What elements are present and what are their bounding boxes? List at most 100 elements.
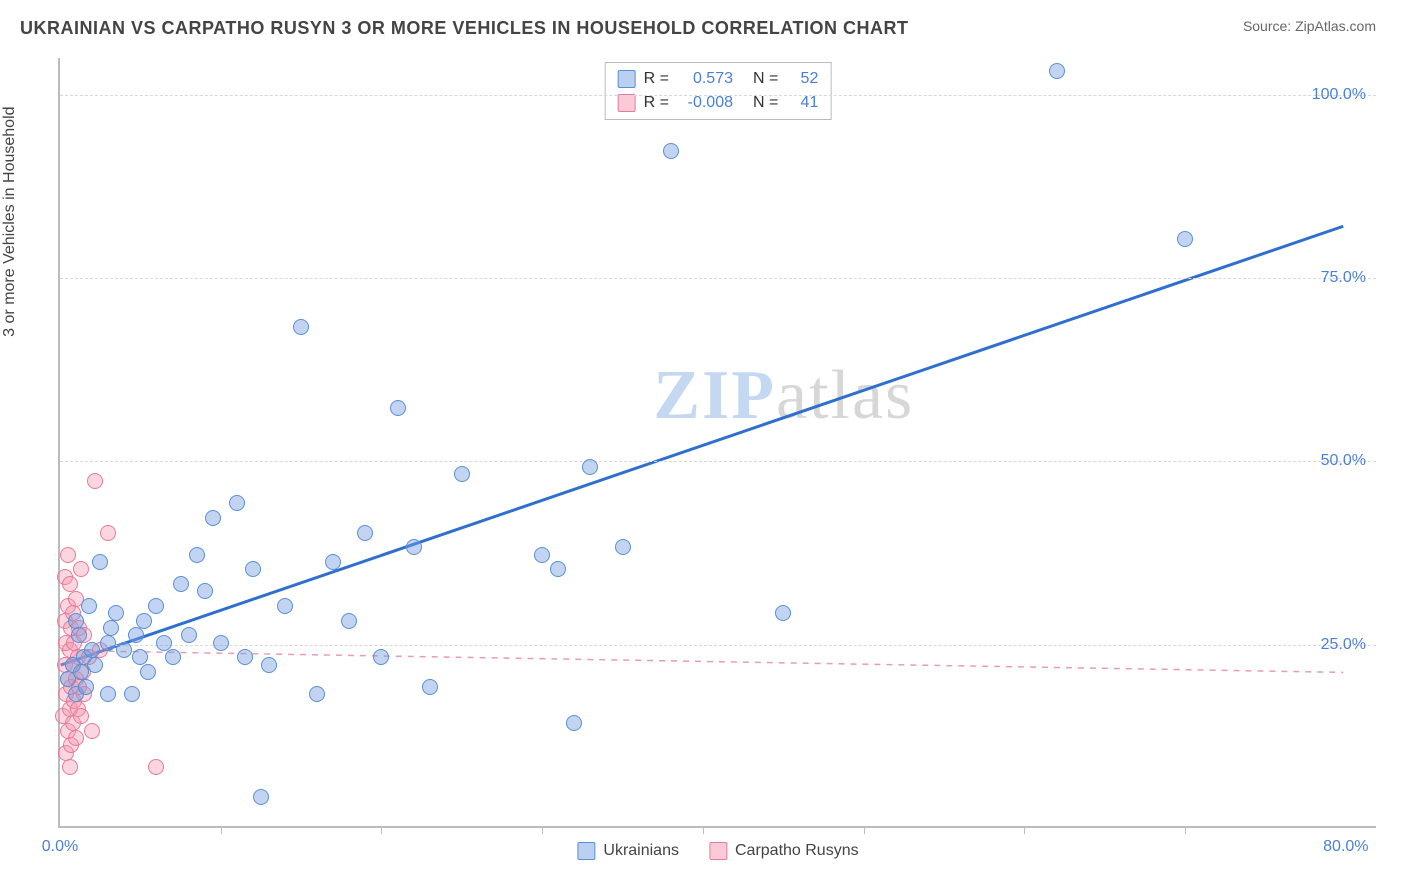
legend-item-blue: Ukrainians xyxy=(577,842,679,860)
data-point-ukrainian xyxy=(173,576,189,592)
data-point-ukrainian xyxy=(213,635,229,651)
data-point-ukrainian xyxy=(293,319,309,335)
data-point-ukrainian xyxy=(205,510,221,526)
data-point-ukrainian xyxy=(1177,231,1193,247)
y-tick-label: 75.0% xyxy=(1321,269,1366,287)
data-point-ukrainian xyxy=(181,627,197,643)
data-point-ukrainian xyxy=(148,598,164,614)
y-tick-label: 100.0% xyxy=(1312,86,1366,104)
x-tick-mark xyxy=(864,826,865,834)
data-point-ukrainian xyxy=(128,627,144,643)
data-point-ukrainian xyxy=(309,686,325,702)
data-point-ukrainian xyxy=(81,598,97,614)
source-attribution: Source: ZipAtlas.com xyxy=(1243,18,1376,34)
data-point-ukrainian xyxy=(189,547,205,563)
data-point-ukrainian xyxy=(422,679,438,695)
stat-row: R = 0.573 N = 52 xyxy=(618,67,819,91)
data-point-carpatho xyxy=(84,723,100,739)
x-tick-mark xyxy=(542,826,543,834)
n-label: N = xyxy=(753,67,778,91)
data-point-carpatho xyxy=(73,561,89,577)
gridline-h xyxy=(60,95,1376,96)
data-point-ukrainian xyxy=(140,664,156,680)
data-point-carpatho xyxy=(73,708,89,724)
data-point-ukrainian xyxy=(373,649,389,665)
data-point-ukrainian xyxy=(78,679,94,695)
data-point-ukrainian xyxy=(68,613,84,629)
data-point-ukrainian xyxy=(156,635,172,651)
data-point-ukrainian xyxy=(197,583,213,599)
page-title: UKRAINIAN VS CARPATHO RUSYN 3 OR MORE VE… xyxy=(20,18,909,39)
y-tick-label: 25.0% xyxy=(1321,636,1366,654)
data-point-carpatho xyxy=(60,547,76,563)
r-value: 0.573 xyxy=(677,67,733,91)
data-point-ukrainian xyxy=(116,642,132,658)
data-point-ukrainian xyxy=(165,649,181,665)
x-tick-mark xyxy=(703,826,704,834)
n-value: 52 xyxy=(786,67,818,91)
data-point-ukrainian xyxy=(615,539,631,555)
data-point-ukrainian xyxy=(100,686,116,702)
data-point-ukrainian xyxy=(390,400,406,416)
data-point-ukrainian xyxy=(71,627,87,643)
legend-swatch-blue xyxy=(618,70,636,88)
series-legend: Ukrainians Carpatho Rusyns xyxy=(577,842,858,860)
data-point-carpatho xyxy=(87,473,103,489)
data-point-carpatho xyxy=(100,525,116,541)
y-tick-label: 50.0% xyxy=(1321,452,1366,470)
data-point-ukrainian xyxy=(108,605,124,621)
data-point-ukrainian xyxy=(663,143,679,159)
data-point-ukrainian xyxy=(73,664,89,680)
correlation-stat-box: R =0.573N =52R =-0.008N =41 xyxy=(605,62,832,120)
data-point-ukrainian xyxy=(245,561,261,577)
data-point-ukrainian xyxy=(84,642,100,658)
legend-label: Carpatho Rusyns xyxy=(735,842,859,860)
data-point-ukrainian xyxy=(406,539,422,555)
data-point-ukrainian xyxy=(325,554,341,570)
gridline-h xyxy=(60,278,1376,279)
data-point-ukrainian xyxy=(87,657,103,673)
data-point-ukrainian xyxy=(229,495,245,511)
data-point-ukrainian xyxy=(92,554,108,570)
data-point-ukrainian xyxy=(357,525,373,541)
x-tick-label: 0.0% xyxy=(42,838,78,856)
data-point-ukrainian xyxy=(454,466,470,482)
data-point-carpatho xyxy=(68,730,84,746)
data-point-ukrainian xyxy=(100,635,116,651)
legend-label: Ukrainians xyxy=(603,842,679,860)
data-point-ukrainian xyxy=(261,657,277,673)
data-point-ukrainian xyxy=(277,598,293,614)
data-point-carpatho xyxy=(62,576,78,592)
x-tick-label: 80.0% xyxy=(1323,838,1368,856)
data-point-ukrainian xyxy=(253,789,269,805)
data-point-ukrainian xyxy=(124,686,140,702)
plot-area: ZIPatlas R =0.573N =52R =-0.008N =41 Ukr… xyxy=(58,58,1376,828)
data-point-ukrainian xyxy=(582,459,598,475)
data-point-ukrainian xyxy=(566,715,582,731)
x-tick-mark xyxy=(381,826,382,834)
r-label: R = xyxy=(644,67,669,91)
data-point-ukrainian xyxy=(237,649,253,665)
data-point-ukrainian xyxy=(1049,63,1065,79)
x-tick-mark xyxy=(221,826,222,834)
data-point-ukrainian xyxy=(550,561,566,577)
data-point-carpatho xyxy=(62,759,78,775)
data-point-carpatho xyxy=(148,759,164,775)
data-point-ukrainian xyxy=(132,649,148,665)
trend-lines xyxy=(60,58,1376,826)
legend-swatch-pink xyxy=(709,842,727,860)
data-point-ukrainian xyxy=(341,613,357,629)
data-point-ukrainian xyxy=(136,613,152,629)
x-tick-mark xyxy=(1024,826,1025,834)
legend-swatch-pink xyxy=(618,94,636,112)
gridline-h xyxy=(60,645,1376,646)
legend-swatch-blue xyxy=(577,842,595,860)
data-point-ukrainian xyxy=(775,605,791,621)
legend-item-pink: Carpatho Rusyns xyxy=(709,842,859,860)
y-axis-title: 3 or more Vehicles in Household xyxy=(1,106,19,336)
watermark: ZIPatlas xyxy=(653,356,914,436)
data-point-ukrainian xyxy=(534,547,550,563)
gridline-h xyxy=(60,461,1376,462)
data-point-ukrainian xyxy=(103,620,119,636)
chart-container: 3 or more Vehicles in Household ZIPatlas… xyxy=(30,58,1380,828)
